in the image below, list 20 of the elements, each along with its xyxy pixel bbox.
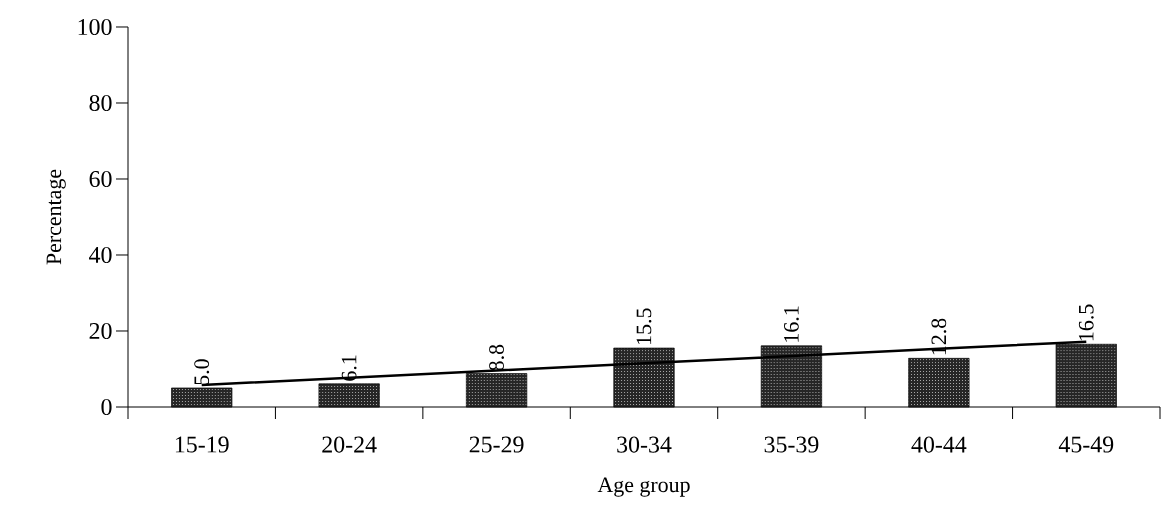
data-label: 15.5 (636, 308, 652, 344)
x-tick-label: 20-24 (322, 436, 377, 453)
data-label: 16.1 (784, 306, 799, 342)
x-tick-label: 25-29 (469, 436, 524, 453)
x-tick-label: 40-44 (911, 436, 967, 453)
x-axis-title: Age group (597, 477, 690, 497)
x-tick-label: 30-34 (617, 436, 672, 453)
data-label: 5.0 (194, 359, 210, 385)
data-label: 16.5 (1078, 304, 1094, 341)
y-tick-label: 40 (89, 246, 112, 264)
y-tick-label: 100 (78, 18, 112, 36)
y-tick-label: 0 (101, 398, 112, 416)
data-label: 8.8 (489, 344, 505, 371)
y-tick-label: 80 (89, 94, 112, 112)
y-axis-title: Percentage (46, 169, 66, 265)
x-tick-label: 45-49 (1058, 436, 1114, 453)
x-tick-label: 35-39 (764, 436, 819, 453)
y-tick-label: 20 (89, 322, 112, 340)
x-tick-label: 15-19 (175, 436, 229, 453)
y-tick-label: 60 (89, 170, 112, 188)
